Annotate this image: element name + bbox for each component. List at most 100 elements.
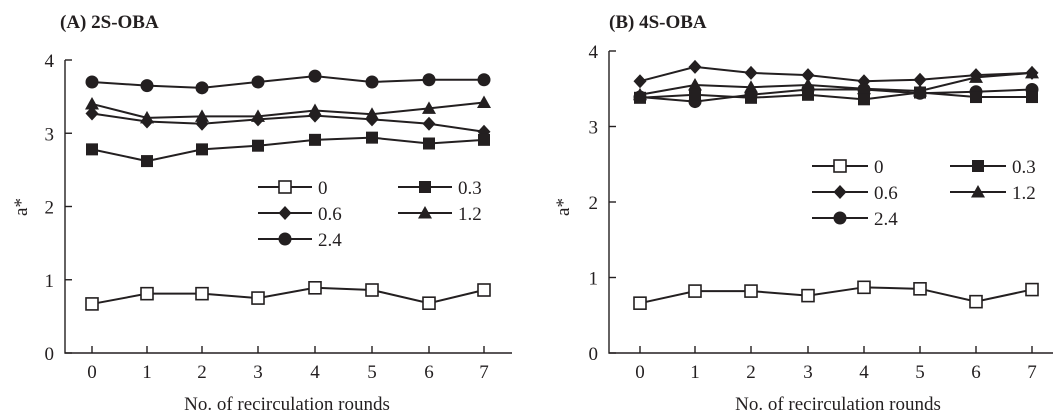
panel-a-series-line (91, 101, 485, 119)
panel-a-axes (64, 60, 512, 354)
panel-a-data-point (477, 73, 491, 87)
panel-b-series-line (639, 91, 1032, 101)
panel-b-data-point (857, 83, 871, 97)
legend-item: 1.2 (398, 204, 482, 225)
panel-b-y-axis-title: a* (553, 198, 574, 216)
panel-a-x-tick-label: 2 (197, 362, 207, 383)
panel-a-x-tick-label: 6 (424, 362, 434, 383)
legend-item: 2.4 (812, 209, 898, 230)
panel-b-data-point (634, 91, 646, 104)
panel-a-data-point (308, 69, 322, 83)
panel-a-data-point (422, 101, 436, 114)
panel-a-data-point (309, 133, 321, 146)
panel-b-data-point (1025, 65, 1039, 79)
panel-a-data-point (85, 297, 99, 311)
panel-b-x-axis-title: No. of recirculation rounds (735, 394, 941, 413)
panel-b-series-line (639, 65, 1033, 83)
panel-b-data-point (913, 72, 927, 87)
panel-b-y-tick-label: 1 (589, 269, 599, 290)
panel-b-data-point (688, 77, 702, 91)
panel-b-data-point (858, 93, 870, 106)
panel-a-data-point (422, 73, 436, 87)
panel-b-data-point (744, 284, 758, 298)
legend-item: 1.2 (950, 183, 1036, 204)
panel-a-data-point (141, 155, 153, 168)
panel-a-y-tick-label: 2 (45, 198, 55, 219)
legend-item: 0.3 (398, 178, 482, 199)
panel-a-series-line (91, 136, 485, 163)
panel-b-x-tick-label: 3 (803, 362, 813, 383)
legend-marker (419, 181, 431, 193)
panel-b-data-point (1026, 91, 1038, 104)
legend-marker (418, 206, 432, 219)
panel-b-x-tick-label: 6 (971, 362, 981, 383)
panel-a-data-point (477, 283, 491, 297)
panel-a-data-point (478, 133, 490, 146)
panel-b-data-point (1025, 282, 1039, 297)
panel-a-x-tick-label: 0 (87, 362, 97, 383)
panel-b-data-point (969, 294, 983, 309)
panel-a-data-point (422, 116, 436, 131)
panel-b-data-point (801, 68, 815, 83)
panel-b-data-point (970, 91, 982, 104)
panel-b-x-tick-label: 7 (1027, 362, 1037, 383)
legend-label: 0.6 (874, 183, 898, 204)
legend-marker (278, 232, 292, 246)
panel-a-y-axis-title: a* (11, 198, 32, 216)
panel-b-data-point (744, 65, 758, 80)
panel-a-data-point (195, 81, 209, 95)
panel-a-data-point (308, 103, 322, 117)
panel-b-series-line (639, 286, 1033, 305)
legend-label: 0 (874, 157, 884, 178)
legend-label: 2.4 (318, 230, 342, 251)
panel-a-series-line (91, 75, 484, 89)
legend-label: 0.3 (1012, 157, 1036, 178)
panel-b-data-point (969, 70, 983, 83)
panel-a-data-point (140, 110, 154, 124)
legend-label: 2.4 (874, 209, 898, 230)
panel-a-data-point (86, 143, 98, 156)
panel-a-data-point (365, 75, 379, 89)
panel-b-y-tick-label: 0 (589, 344, 599, 365)
panel-a-data-point (85, 75, 99, 89)
panel-a-data-point (477, 95, 491, 108)
panel-a-data-point (252, 139, 264, 152)
panel-b-y-tick-label: 4 (589, 42, 599, 63)
panel-a-data-point (365, 107, 379, 120)
panel-a-x-axis-title: No. of recirculation rounds (184, 394, 390, 413)
legend-label: 1.2 (1012, 183, 1036, 204)
legend-marker (971, 185, 985, 198)
legend-label: 0.6 (318, 204, 342, 225)
panel-b-series-0 (633, 280, 1039, 310)
legend-marker (972, 160, 984, 172)
legend-label: 1.2 (458, 204, 482, 225)
panel-b-y-tick-label: 3 (589, 118, 599, 139)
panel-a-data-point (366, 131, 378, 144)
panel-b-data-point (857, 280, 871, 295)
panel-b-x-tick-label: 0 (635, 362, 645, 383)
panel-a-x-tick-label: 4 (310, 362, 320, 383)
legend-label: 0.3 (458, 178, 482, 199)
legend-item: 0.3 (950, 157, 1036, 178)
legend-label: 0 (318, 178, 328, 199)
legend-marker (833, 159, 847, 173)
legend-marker (833, 185, 847, 199)
panel-a-data-point (251, 75, 265, 89)
panel-b-data-point (802, 88, 814, 101)
panel-a-title: (A) 2S-OBA (60, 12, 159, 33)
legend-item: 0.6 (812, 183, 898, 204)
panel-b-data-point (801, 288, 815, 303)
panel-b-data-point (689, 88, 701, 101)
legend-item: 0 (812, 157, 884, 178)
panel-a-series-line (91, 286, 485, 305)
panel-a-data-point (251, 291, 265, 305)
legend-item: 0.6 (258, 204, 342, 225)
panel-a-data-point (365, 283, 379, 297)
panel-a-y-tick-label: 4 (45, 51, 55, 72)
panel-a-data-point (140, 286, 154, 301)
legend-marker (278, 180, 292, 194)
legend-marker (833, 211, 847, 225)
panel-b-data-point (688, 59, 702, 74)
panel-a-series-0 (85, 281, 491, 311)
